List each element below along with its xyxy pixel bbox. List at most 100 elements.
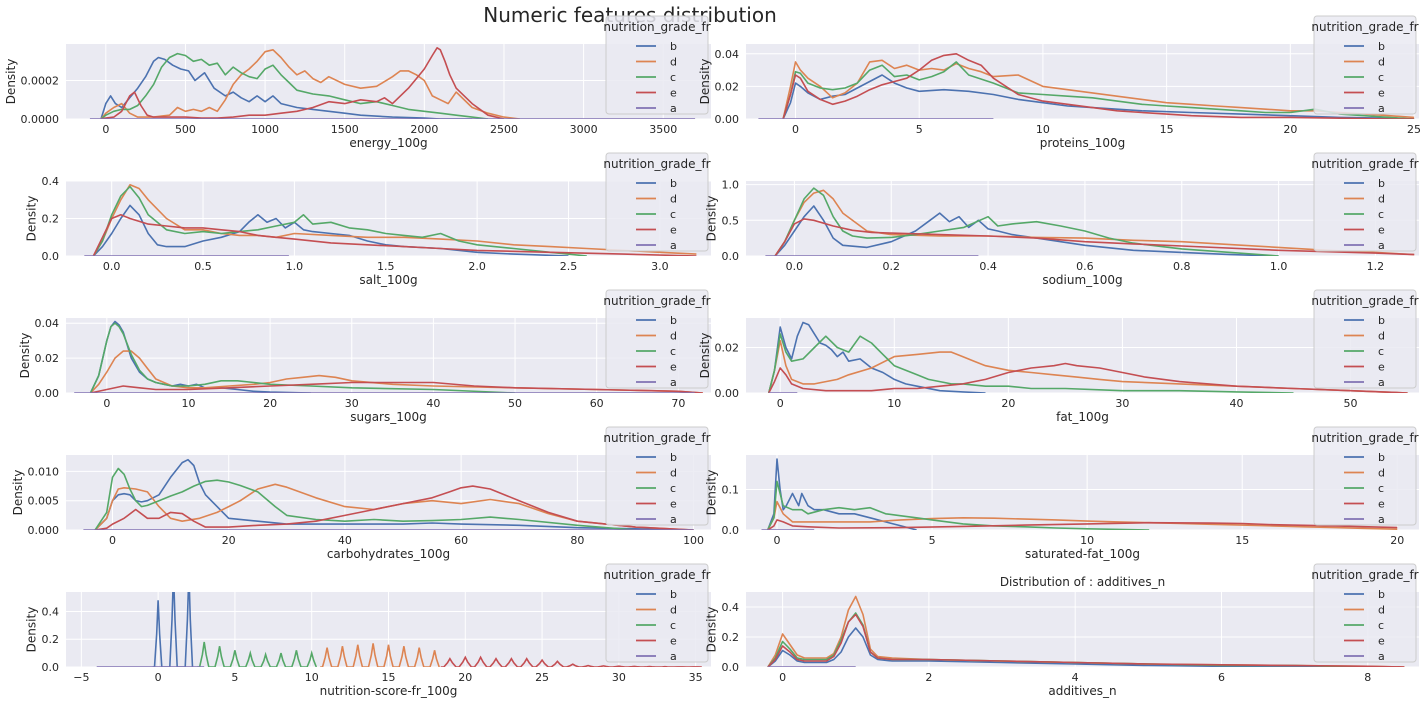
x-tick-label: 40	[338, 534, 352, 547]
legend-title: nutrition_grade_fr	[603, 568, 710, 582]
series-lines	[96, 592, 702, 667]
x-tick-label: 30	[345, 397, 359, 410]
x-tick-label: 2000	[410, 123, 438, 136]
y-tick-label: 0.000	[28, 524, 60, 537]
x-tick-label: 30	[612, 671, 626, 684]
series-lines	[89, 47, 696, 119]
x-tick-label: 20	[1283, 123, 1297, 136]
series-b-line	[774, 205, 1279, 256]
legend-label-b: b	[1378, 177, 1385, 190]
x-tick-label: 0	[102, 123, 109, 136]
y-tick-label: 0.00	[35, 387, 60, 400]
x-tick-label: 100	[683, 534, 704, 547]
legend-label-c: c	[1378, 482, 1384, 495]
y-axis-label: Density	[11, 470, 25, 516]
series-lines	[84, 184, 697, 256]
legend-title: nutrition_grade_fr	[1311, 568, 1418, 582]
x-tick-label: 0.8	[1173, 260, 1191, 273]
legend-label-a: a	[1378, 376, 1385, 389]
x-tick-label: 80	[570, 534, 584, 547]
x-tick-label: 500	[175, 123, 196, 136]
x-tick-label: 2.0	[468, 260, 486, 273]
legend-label-c: c	[670, 71, 676, 84]
series-e-line	[774, 218, 1415, 256]
y-tick-label: 0.4	[722, 601, 740, 614]
y-axis-label: Density	[705, 607, 719, 653]
x-tick-label: −5	[73, 671, 89, 684]
legend-label-b: b	[670, 588, 677, 601]
legend-label-c: c	[670, 345, 676, 358]
legend-label-e: e	[670, 224, 677, 237]
x-tick-label: 25	[535, 671, 549, 684]
x-tick-label: 5	[929, 534, 936, 547]
legend-title: nutrition_grade_fr	[1311, 431, 1418, 445]
legend-label-a: a	[670, 102, 677, 115]
x-tick-label: 30	[1115, 397, 1129, 410]
legend-label-b: b	[1378, 588, 1385, 601]
y-tick-label: 0.010	[28, 465, 60, 478]
y-tick-label: 0.0	[722, 661, 740, 674]
series-e-line	[94, 485, 694, 530]
x-tick-label: 4	[1072, 671, 1079, 684]
y-tick-label: 0.02	[35, 352, 60, 365]
legend-title: nutrition_grade_fr	[1311, 20, 1418, 34]
plot-area	[66, 318, 711, 393]
series-lines	[768, 321, 1408, 393]
legend-box	[605, 15, 709, 115]
legend-box	[1313, 563, 1417, 663]
legend-box	[1313, 289, 1417, 389]
x-tick-label: 40	[1229, 397, 1243, 410]
subplot-grid: 0 500 1000 1500 2000 2500 3000 35000.00000.0002…	[4, 15, 1421, 698]
legend-title: nutrition_grade_fr	[603, 294, 710, 308]
x-tick-label: 60	[590, 397, 604, 410]
series-b-line	[767, 627, 1368, 667]
legend-title: nutrition_grade_fr	[603, 20, 710, 34]
y-axis-label: Density	[705, 196, 719, 242]
x-tick-label: 0.4	[979, 260, 997, 273]
y-tick-label: 0.0	[722, 250, 740, 263]
series-d-line	[320, 643, 440, 667]
x-tick-label: 0.5	[194, 260, 212, 273]
legend-label-c: c	[1378, 208, 1384, 221]
legend-label-b: b	[670, 177, 677, 190]
legend-title: nutrition_grade_fr	[1311, 157, 1418, 171]
subplot-saturated-fat_100g: 0 5 10 15 20 0.0 0.1 saturated-fat_100g Density n…	[705, 426, 1419, 561]
x-tick-label: 50	[508, 397, 522, 410]
legend-label-c: c	[670, 482, 676, 495]
y-tick-label: 1.0	[722, 179, 740, 192]
x-tick-label: 20	[458, 671, 472, 684]
series-d-line	[768, 339, 1408, 393]
series-e-line	[90, 381, 703, 393]
y-tick-label: 0.0002	[21, 75, 60, 88]
legend-box	[1313, 152, 1417, 252]
series-c-line	[100, 52, 489, 119]
legend-label-d: d	[1378, 330, 1385, 343]
x-axis-label: carbohydrates_100g	[327, 547, 450, 561]
series-b-line	[766, 458, 917, 530]
x-axis-label: sodium_100g	[1042, 273, 1122, 287]
x-tick-label: 1.5	[377, 260, 395, 273]
y-tick-label: 0.02	[715, 342, 740, 355]
x-tick-label: 0.0	[103, 260, 121, 273]
x-tick-label: 0	[774, 534, 781, 547]
legend-label-a: a	[1378, 650, 1385, 663]
x-tick-label: 6	[1218, 671, 1225, 684]
series-c-line	[768, 333, 1294, 393]
y-tick-label: 0.0	[722, 524, 740, 537]
y-tick-label: 0.0000	[21, 113, 60, 126]
legend-label-c: c	[670, 619, 676, 632]
subplot-title: Distribution of : additives_n	[1000, 575, 1165, 589]
series-lines	[767, 595, 1405, 667]
y-axis-label: Density	[25, 607, 39, 653]
legend-label-d: d	[1378, 467, 1385, 480]
legend-label-d: d	[1378, 604, 1385, 617]
y-axis-label: Density	[698, 333, 712, 379]
subplot-sugars_100g: 0 10 20 30 40 50 60 70 0.00 0.02 0.04 sugars_100g De…	[18, 289, 711, 424]
subplot-carbohydrates_100g: 0 20 40 60 80 100 0.000 0.005 0.010 carbohydrates…	[11, 426, 711, 561]
x-tick-label: 10	[305, 671, 319, 684]
